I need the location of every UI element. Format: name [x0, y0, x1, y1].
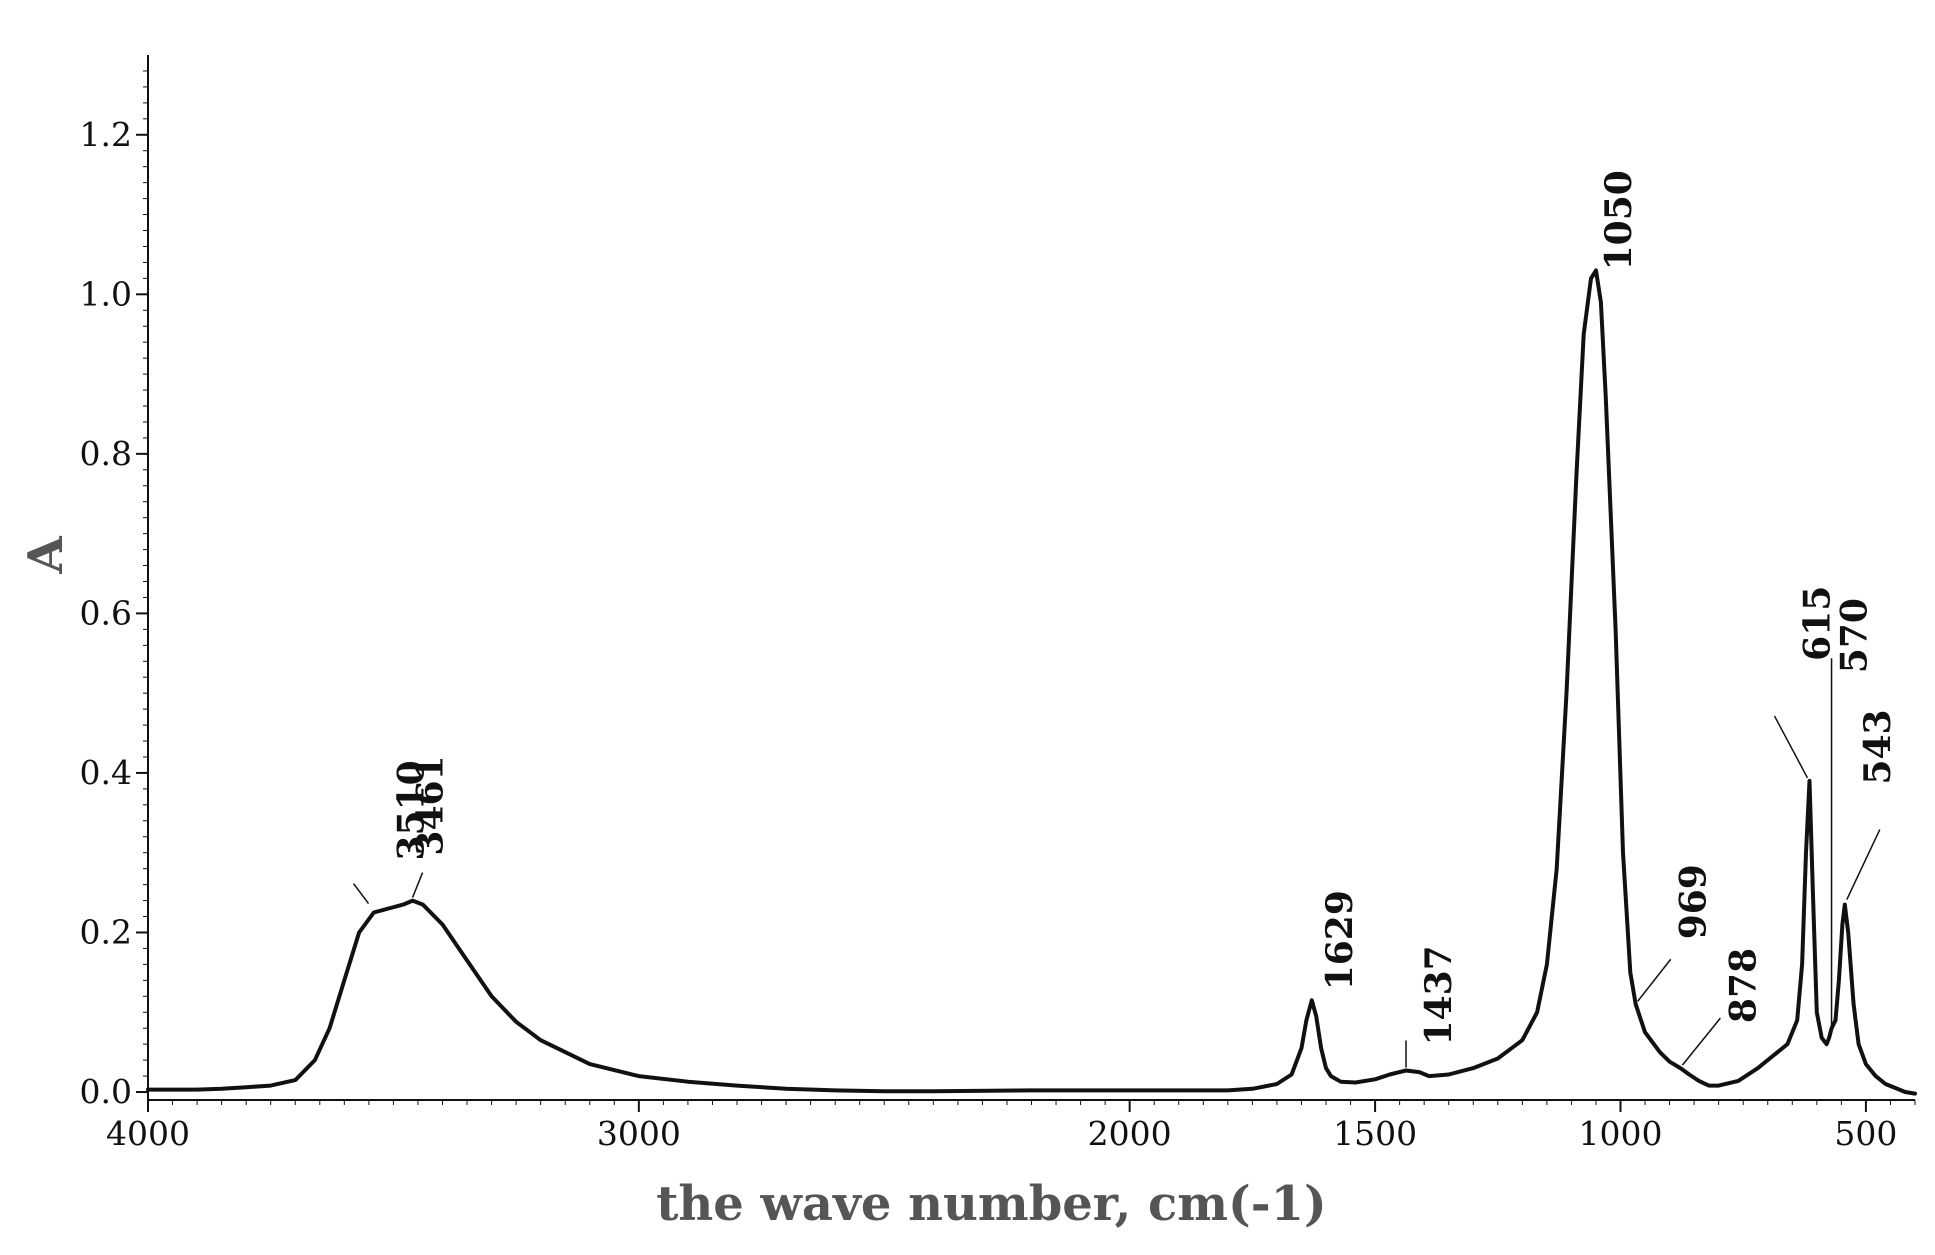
y-axis-title: A: [18, 536, 74, 575]
y-tick-label: 0.6: [80, 593, 132, 632]
y-tick-label: 0.4: [80, 753, 132, 792]
y-tick-label: 0.2: [80, 912, 132, 951]
peak-label: 1629: [1319, 890, 1361, 990]
y-tick-label: 0.0: [80, 1072, 132, 1111]
y-tick-label: 1.2: [80, 115, 132, 154]
peak-leader-line: [1773, 715, 1809, 779]
x-tick-label: 500: [1834, 1114, 1897, 1153]
axes: [147, 55, 1915, 1101]
x-tick-label: 1500: [1333, 1114, 1417, 1153]
y-tick-label: 1.0: [80, 274, 132, 313]
ticks: 0.0 0.2 0.4 0.6 0.8 1.0 1.2 4000 3000 2000 1500 100…: [80, 70, 1916, 1153]
x-tick-label: 1000: [1579, 1114, 1663, 1153]
x-tick-label: 2000: [1088, 1114, 1172, 1153]
x-tick-label: 4000: [106, 1114, 190, 1153]
peak-label: 1050: [1598, 170, 1640, 270]
peak-label: 570: [1834, 598, 1876, 673]
peak-leader-line: [411, 872, 424, 898]
peak-label: 615: [1797, 586, 1839, 661]
peak-leader-line: [1637, 958, 1672, 1002]
peak-label: 1437: [1418, 945, 1460, 1045]
peak-leader-line: [1846, 829, 1881, 900]
spectrum-line: [146, 268, 1917, 1096]
x-axis-title: the wave number, cm(-1): [656, 1176, 1327, 1232]
y-tick-label: 0.8: [80, 434, 132, 473]
peak-leader-line: [1681, 1017, 1721, 1066]
peak-label: 969: [1673, 864, 1715, 939]
peak-label: 543: [1857, 709, 1899, 784]
peak-leader-line: [352, 883, 370, 904]
peak-label: 3510: [391, 760, 433, 860]
peak-label: 3461: [410, 755, 452, 855]
x-tick-label: 3000: [597, 1114, 681, 1153]
peak-label: 878: [1722, 948, 1764, 1023]
series-layer: [146, 268, 1917, 1096]
